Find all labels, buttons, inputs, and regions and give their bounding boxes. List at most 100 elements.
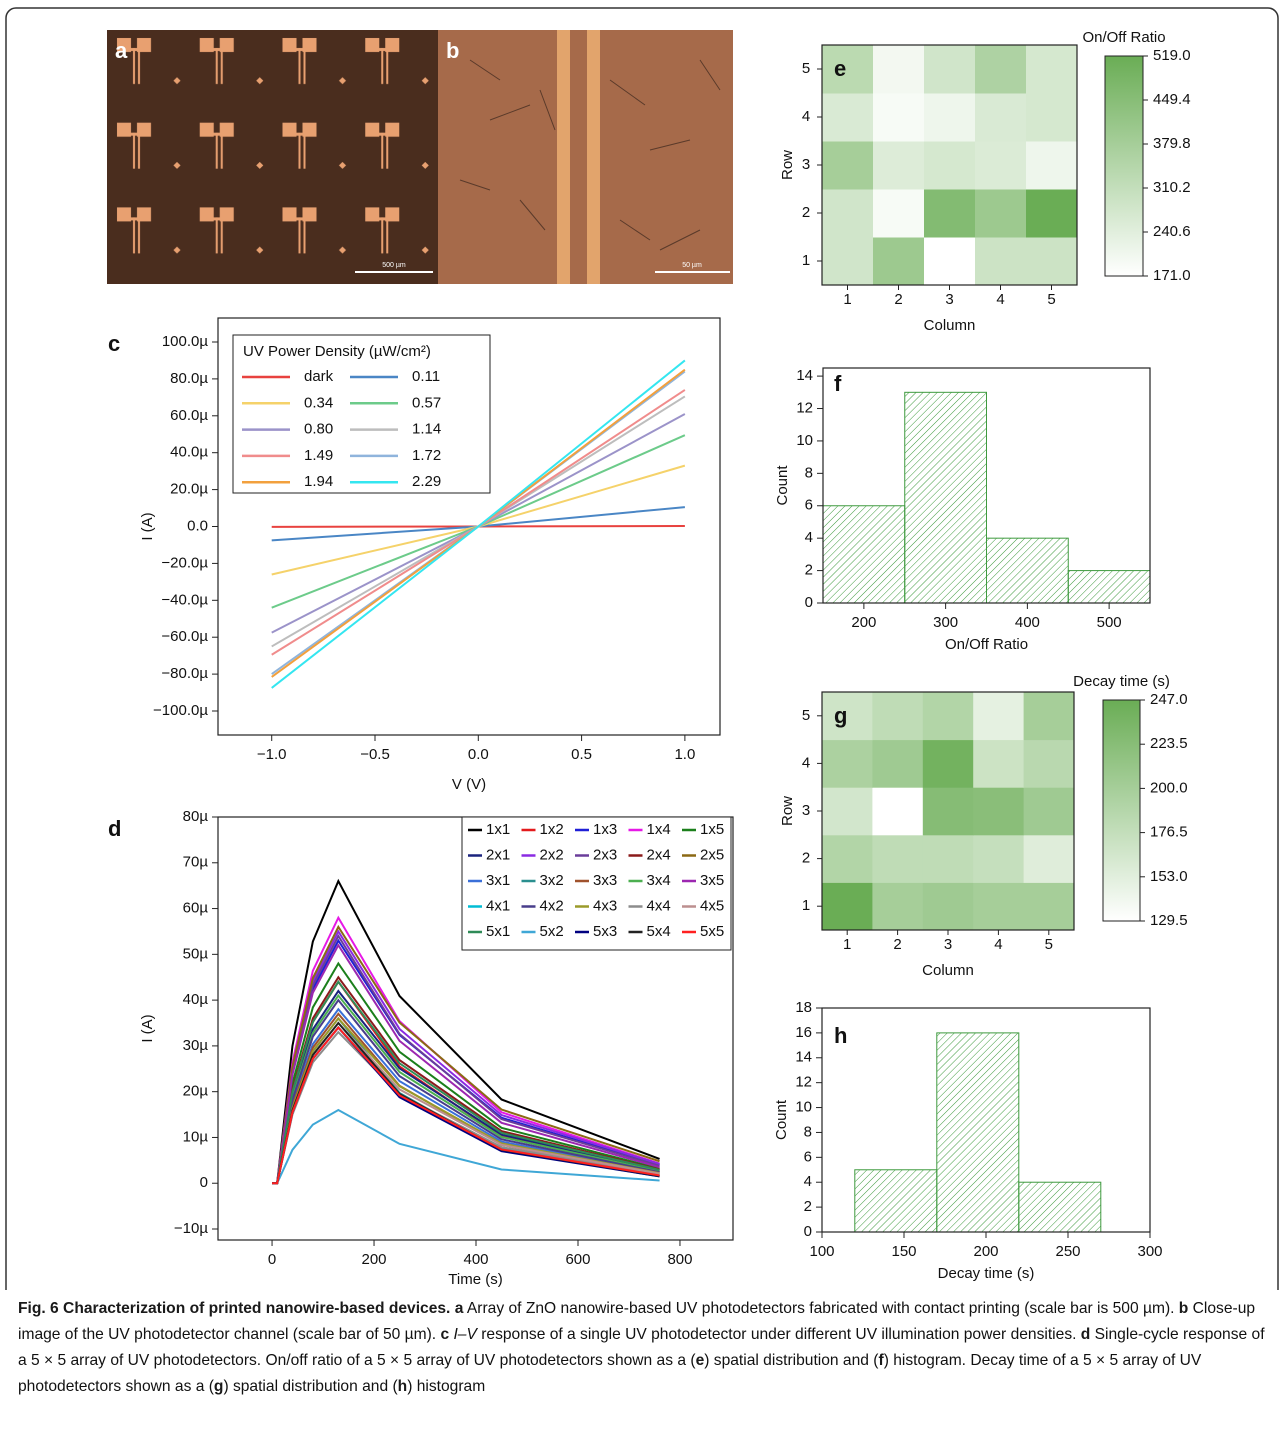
- y-tick-label: 20µ: [183, 1083, 209, 1100]
- heatmap-cell: [924, 45, 976, 94]
- x-axis-label: On/Off Ratio: [945, 636, 1028, 653]
- legend-box: [461, 816, 732, 951]
- caption-segment: h: [397, 1378, 408, 1395]
- panel-letter: a: [115, 38, 128, 63]
- heatmap-cell: [873, 45, 925, 94]
- series-line: [272, 1026, 660, 1185]
- x-tick-label: 800: [667, 1251, 692, 1268]
- y-axis-label: I (A): [139, 512, 156, 540]
- legend-title: UV Power Density (µW/cm²): [243, 343, 431, 360]
- y-tick-label: 2: [802, 204, 810, 221]
- heatmap-cell: [922, 882, 974, 931]
- heatmap-cell: [872, 834, 924, 883]
- panel-letter: b: [446, 38, 459, 63]
- heatmap-cell: [975, 237, 1027, 286]
- legend-label: dark: [304, 368, 334, 385]
- heatmap-cell: [822, 237, 874, 286]
- legend-label: 4x1: [486, 897, 510, 914]
- panel-letter: h: [834, 1023, 847, 1048]
- caption-segment: e: [695, 1352, 705, 1369]
- colorbar-tick-label: 176.5: [1150, 824, 1188, 841]
- figure: a 500 µm b 50 µm −100.0µ −80.0µ −60.0µ −40.…: [5, 7, 1279, 1290]
- micrograph-background: [438, 30, 733, 284]
- y-axis-label: Row: [779, 150, 796, 180]
- y-tick-label: 4: [802, 108, 810, 125]
- legend-label: 2x4: [647, 846, 671, 863]
- heatmap-cell: [873, 93, 925, 142]
- y-tick-label: 3: [802, 156, 810, 173]
- colorbar-tick-label: 171.0: [1153, 267, 1191, 284]
- y-tick-label: 40µ: [183, 991, 209, 1008]
- caption-segment: f: [878, 1352, 884, 1369]
- heatmap-cell: [822, 834, 873, 883]
- caption-segment: g: [213, 1378, 224, 1395]
- x-tick-label: 200: [851, 614, 876, 631]
- colorbar-tick-label: 223.5: [1150, 735, 1188, 752]
- heatmap-cell: [822, 692, 873, 741]
- caption-segment: I–V: [449, 1326, 477, 1343]
- legend-label: 2.29: [412, 473, 441, 490]
- caption-segment: Fig. 6 Characterization of printed nanow…: [18, 1300, 451, 1317]
- legend-label: 5x4: [647, 923, 671, 940]
- heatmap-cell: [822, 189, 874, 238]
- caption-segment: ) histogram. Decay time of a 5 × 5 array…: [18, 1352, 1202, 1395]
- x-tick-label: 5: [1045, 936, 1053, 953]
- panel-letter: f: [834, 371, 842, 396]
- heatmap-cell: [822, 739, 873, 788]
- legend-label: 4x4: [647, 897, 671, 914]
- caption-segment: ) spatial distribution and (: [704, 1352, 879, 1369]
- y-tick-label: 0: [200, 1174, 208, 1191]
- heatmap-cell: [973, 787, 1025, 836]
- heatmap-cell: [1023, 834, 1075, 883]
- x-tick-label: 1: [843, 936, 851, 953]
- heatmap-cell: [822, 882, 873, 931]
- colorbar-tick-label: 247.0: [1150, 691, 1188, 708]
- x-tick-label: 100: [809, 1243, 834, 1260]
- legend-label: 1x5: [700, 821, 724, 838]
- heatmap-cell: [924, 189, 976, 238]
- y-tick-label: −20.0µ: [161, 554, 208, 571]
- series-line: [271, 359, 686, 689]
- y-tick-label: 80µ: [183, 808, 209, 825]
- x-tick-label: 400: [463, 1251, 488, 1268]
- colorbar-tick-label: 519.0: [1153, 47, 1191, 64]
- y-tick-label: −40.0µ: [161, 591, 208, 608]
- y-tick-label: 4: [804, 1173, 812, 1190]
- x-tick-label: 200: [973, 1243, 998, 1260]
- histogram-bar: [904, 391, 987, 604]
- colorbar-label: On/Off Ratio: [1082, 29, 1165, 46]
- x-tick-label: 0: [268, 1251, 276, 1268]
- heatmap-cell: [1023, 882, 1075, 931]
- plot-frame: [822, 367, 1151, 604]
- y-tick-label: 3: [802, 802, 810, 819]
- x-tick-label: 250: [1055, 1243, 1080, 1260]
- legend-label: 1.49: [304, 447, 333, 464]
- legend-label: 2x3: [593, 846, 617, 863]
- heatmap-cell: [975, 93, 1027, 142]
- micrograph-a: a 500 µm: [107, 30, 438, 284]
- heatmap-cell: [973, 882, 1025, 931]
- panel-letter: g: [834, 703, 847, 728]
- y-tick-label: 100.0µ: [162, 333, 209, 350]
- panel-letter: d: [108, 816, 121, 841]
- heatmap-cell: [822, 45, 874, 94]
- heatmap-cell: [922, 739, 974, 788]
- legend-label: 4x3: [593, 897, 617, 914]
- x-axis-label: Column: [924, 317, 976, 334]
- histogram-bar: [1018, 1181, 1102, 1233]
- y-tick-label: 18: [795, 999, 812, 1016]
- heatmap-cell: [1026, 93, 1078, 142]
- y-tick-label: 8: [805, 464, 813, 481]
- legend-label: 5x1: [486, 923, 510, 940]
- legend-label: 0.34: [304, 394, 333, 411]
- y-tick-label: 1: [802, 897, 810, 914]
- x-tick-label: 1: [843, 291, 851, 308]
- legend-label: 2x5: [700, 846, 724, 863]
- y-tick-label: 12: [796, 399, 813, 416]
- y-tick-label: −10µ: [174, 1220, 208, 1237]
- heatmap-cell: [872, 692, 924, 741]
- histogram-bar: [822, 505, 906, 604]
- y-tick-label: 6: [804, 1148, 812, 1165]
- legend-label: 0.57: [412, 394, 441, 411]
